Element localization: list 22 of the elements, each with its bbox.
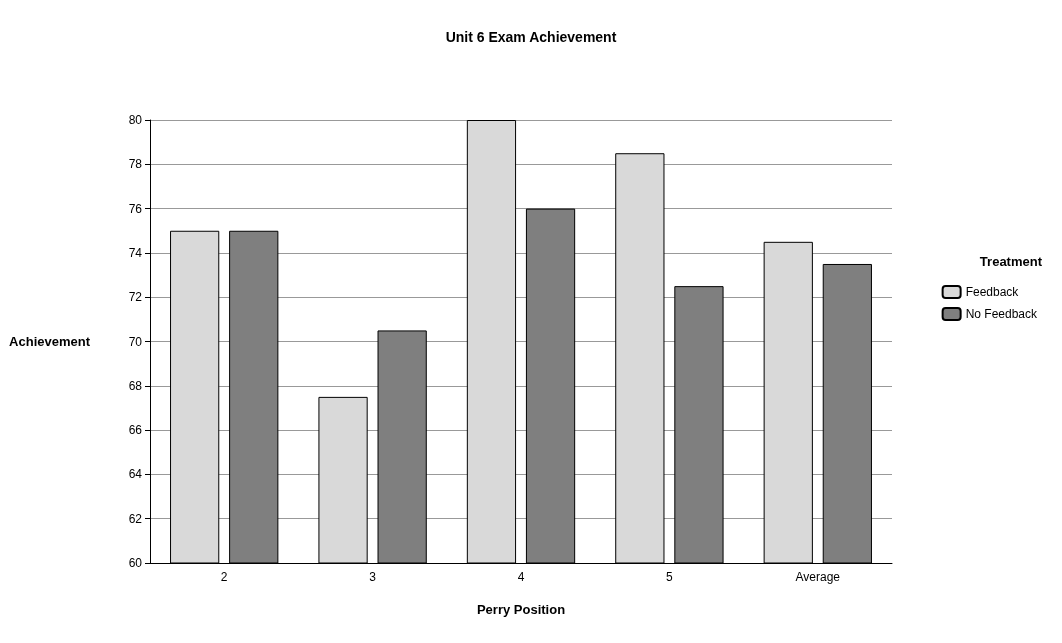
y-tick-label: 74: [128, 245, 143, 260]
x-tick-label: 5: [666, 570, 674, 584]
legend-title: Treatment: [979, 254, 1043, 269]
y-tick-label: 64: [128, 467, 143, 482]
chart-title: Unit 6 Exam Achievement: [445, 29, 617, 45]
y-tick-label: 68: [128, 378, 143, 393]
y-tick-label: 78: [128, 157, 143, 172]
y-tick-label: 80: [128, 113, 143, 127]
x-axis-title: Perry Position: [476, 602, 566, 617]
x-tick-label: 4: [517, 570, 525, 584]
y-axis-title: Achievement: [9, 334, 91, 349]
y-tick-label: 62: [128, 511, 143, 526]
legend-label: Feedback: [965, 285, 1020, 299]
y-tick-label: 70: [128, 334, 143, 349]
x-tick-label: 3: [369, 570, 377, 584]
legend-label: No Feedback: [965, 307, 1038, 321]
y-tick-label: 72: [128, 290, 143, 305]
x-tick-label: Average: [795, 570, 841, 584]
y-tick-label: 76: [128, 201, 143, 216]
y-tick-label: 66: [128, 423, 143, 438]
y-tick-label: 60: [128, 556, 143, 570]
x-tick-label: 2: [220, 570, 228, 584]
